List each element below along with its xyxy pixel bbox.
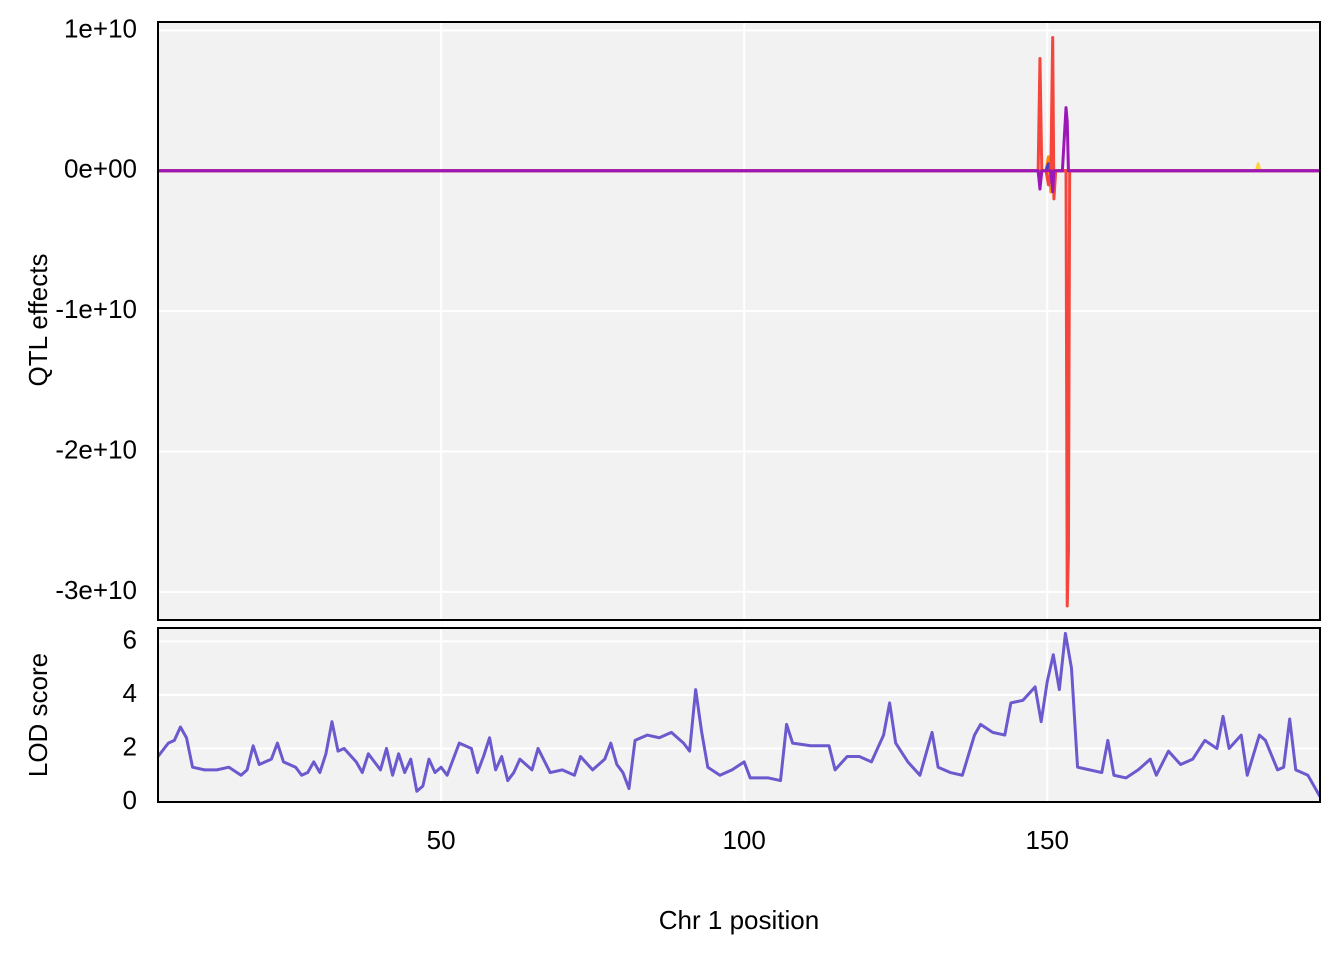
y-tick-label: 0 [123, 785, 137, 815]
x-tick-label: 50 [427, 825, 456, 855]
y-tick-label: -3e+10 [55, 575, 137, 605]
series-line [158, 106, 1320, 194]
plot-frame [157, 627, 1321, 803]
y-tick-label: -1e+10 [55, 294, 137, 324]
y-tick-label: 1e+10 [64, 13, 137, 43]
y-tick-label: 2 [123, 731, 137, 761]
x-axis-label: Chr 1 position [659, 905, 819, 935]
plot-background [158, 22, 1320, 620]
plot-frame [157, 21, 1321, 621]
x-tick-label: 150 [1026, 825, 1069, 855]
x-tick-label: 100 [722, 825, 765, 855]
y-tick-label: 4 [123, 678, 137, 708]
y-tick-label: -2e+10 [55, 434, 137, 464]
y-axis-label: QTL effects [23, 254, 53, 387]
y-axis-label: LOD score [23, 653, 53, 777]
y-tick-label: 0e+00 [64, 154, 137, 184]
series-line [156, 631, 1322, 798]
y-tick-label: 6 [123, 624, 137, 654]
plot-background [158, 628, 1320, 802]
